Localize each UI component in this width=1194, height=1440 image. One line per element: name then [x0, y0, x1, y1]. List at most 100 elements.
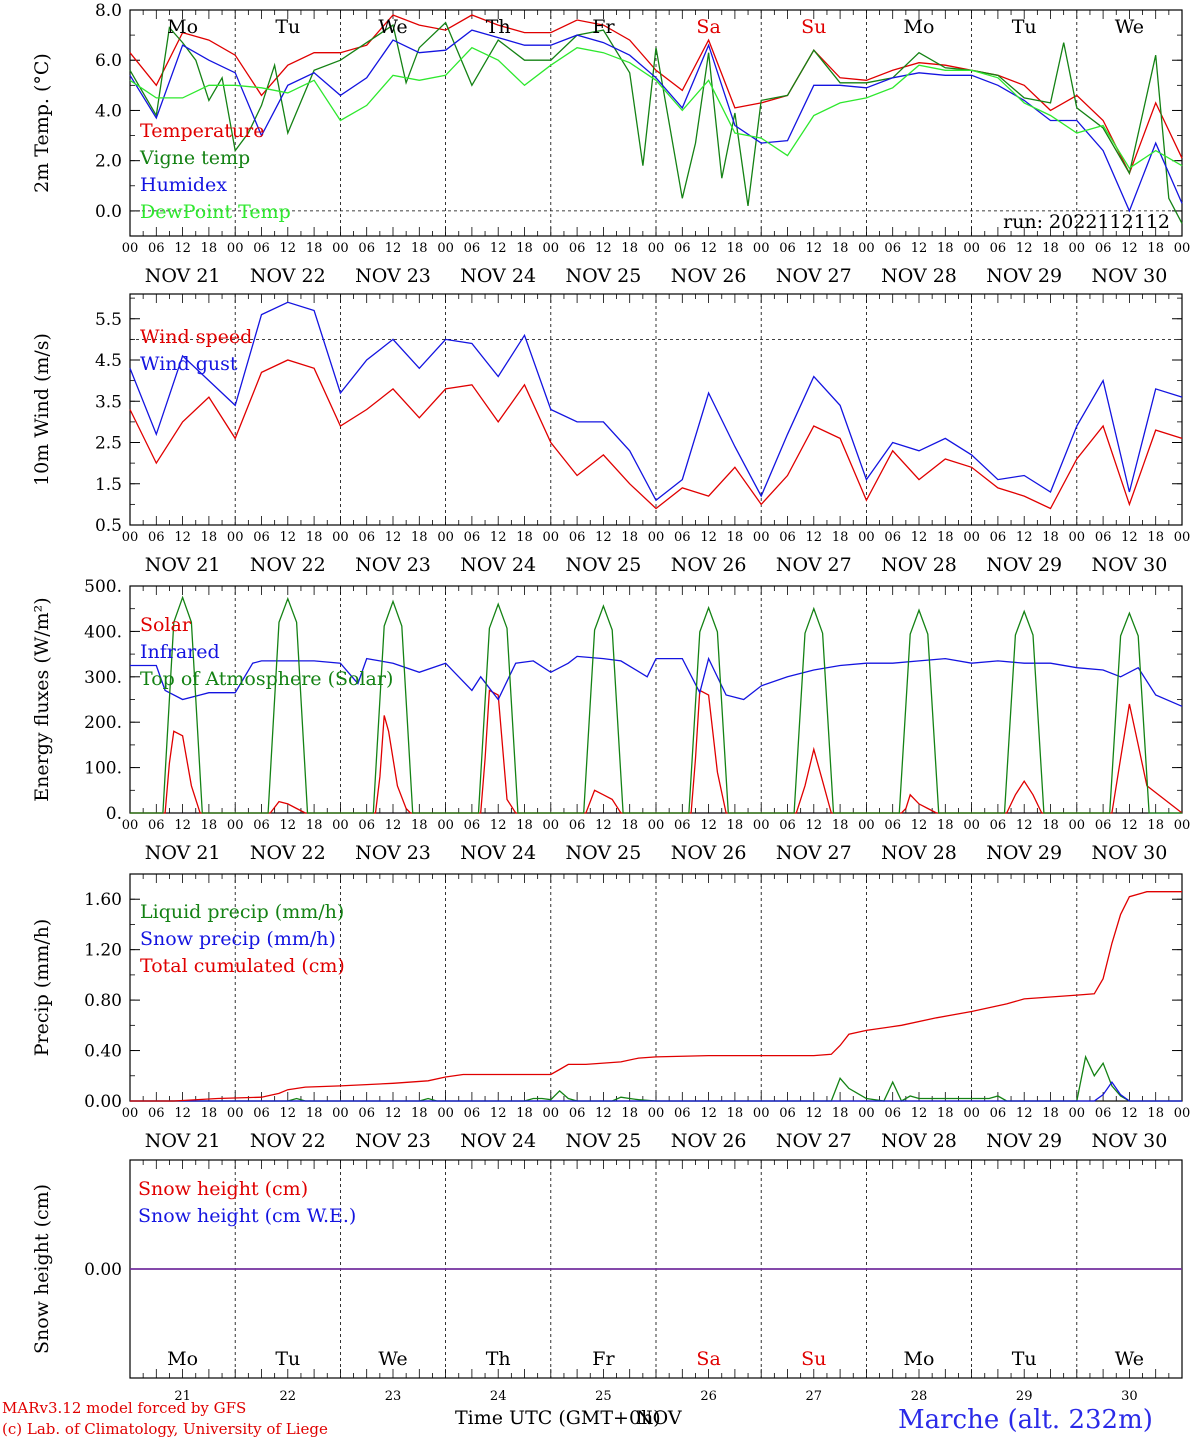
hour-label: 00: [858, 530, 875, 545]
series-line-snow-precip-mm-h-: [130, 1080, 1182, 1102]
series-line-dewpoint-temp: [129, 46, 1183, 170]
hour-label: 00: [122, 530, 139, 545]
y-tick-label: 200.: [84, 713, 122, 733]
day-name: Mo: [167, 1348, 198, 1370]
hour-label: 18: [832, 241, 849, 256]
hour-label: 18: [1042, 241, 1059, 256]
date-label: NOV 25: [565, 554, 641, 576]
hour-label: 12: [174, 818, 191, 833]
day-name: Sa: [696, 16, 720, 38]
panel-1: 8.0 6.0 4.0 2.0 0.0 2m Temp. (°C) Temperature V…: [31, 1, 1190, 287]
hour-label: 18: [621, 241, 638, 256]
date-label: NOV 30: [1091, 265, 1167, 287]
hour-label: 06: [148, 530, 165, 545]
hour-label: 12: [1016, 818, 1033, 833]
hour-label: 06: [464, 241, 481, 256]
y-tick-label: 4.5: [95, 351, 122, 371]
y-tick-label: 4.0: [95, 101, 122, 121]
hour-label: 18: [937, 530, 954, 545]
hour-label: 06: [253, 241, 270, 256]
hour-label: 06: [1095, 1106, 1112, 1121]
day-name: We: [378, 1348, 407, 1370]
date-label: NOV 26: [671, 265, 747, 287]
date-label: NOV 26: [671, 1130, 747, 1152]
hour-label: 00: [543, 818, 560, 833]
date-label: NOV 23: [355, 265, 431, 287]
hour-label: 06: [464, 818, 481, 833]
day-name: We: [1115, 1348, 1144, 1370]
day-name: Th: [486, 16, 511, 38]
y-tick-label: 2.5: [95, 434, 122, 454]
date-label: NOV 26: [671, 842, 747, 864]
hour-label: 00: [543, 530, 560, 545]
hour-label: 18: [201, 818, 218, 833]
hour-label: 12: [280, 818, 297, 833]
hour-label: 18: [201, 530, 218, 545]
y-tick-label: 0.80: [84, 991, 122, 1011]
hour-label: 00: [1069, 241, 1086, 256]
hour-label: 06: [990, 241, 1007, 256]
day-number: 28: [911, 1389, 928, 1404]
run-annotation: run: 2022112112: [1003, 211, 1170, 233]
hour-label: 12: [806, 241, 823, 256]
hour-label: 00: [122, 241, 139, 256]
date-label: NOV 22: [250, 842, 326, 864]
day-number: 24: [490, 1389, 507, 1404]
day-number: 27: [806, 1389, 823, 1404]
station-name: Marche (alt. 232m): [898, 1405, 1153, 1435]
y-axis-label: Precip (mm/h): [31, 919, 53, 1057]
hour-label: 18: [1042, 1106, 1059, 1121]
hour-label: 00: [332, 530, 349, 545]
date-label: NOV 30: [1091, 554, 1167, 576]
date-label: NOV 22: [250, 1130, 326, 1152]
day-name: Su: [801, 1348, 826, 1370]
hour-label: 18: [727, 818, 744, 833]
hour-label: 12: [1121, 530, 1138, 545]
hour-label: 12: [700, 1106, 717, 1121]
y-tick-label: 0.: [106, 804, 122, 824]
hour-label: 06: [569, 818, 586, 833]
date-label: NOV 29: [986, 265, 1062, 287]
hour-label: 12: [490, 1106, 507, 1121]
hour-label: 06: [674, 1106, 691, 1121]
hour-label: 12: [1016, 241, 1033, 256]
hour-label: 06: [990, 1106, 1007, 1121]
hour-label: 00: [753, 1106, 770, 1121]
date-label: NOV 24: [460, 265, 536, 287]
hour-label: 00: [858, 241, 875, 256]
y-tick-label: 1.20: [84, 941, 122, 961]
hour-label: 12: [385, 530, 402, 545]
hour-label: 00: [1069, 1106, 1086, 1121]
day-name: Mo: [167, 16, 198, 38]
hour-label: 12: [490, 818, 507, 833]
hour-label: 00: [648, 530, 665, 545]
hour-label: 18: [727, 530, 744, 545]
hour-label: 12: [911, 1106, 928, 1121]
hour-label: 00: [543, 1106, 560, 1121]
x-axis-title-overlap: NOV: [636, 1407, 682, 1429]
hour-label: 06: [358, 818, 375, 833]
legend-entry: DewPoint Temp: [140, 201, 291, 223]
day-name: Su: [801, 16, 826, 38]
hour-label: 00: [227, 241, 244, 256]
hour-label: 12: [700, 241, 717, 256]
hour-label: 06: [779, 530, 796, 545]
hour-label: 12: [280, 530, 297, 545]
hour-label: 18: [621, 818, 638, 833]
hour-label: 18: [621, 530, 638, 545]
day-name: Mo: [904, 1348, 935, 1370]
y-tick-label: 100.: [84, 759, 122, 779]
x-axis-title: Time UTC (GMT+0h): [455, 1407, 661, 1429]
hour-label: 12: [806, 530, 823, 545]
hour-label: 18: [832, 530, 849, 545]
series-line-infrared: [130, 655, 1183, 707]
y-tick-label: 0.40: [84, 1042, 122, 1062]
hour-label: 00: [963, 818, 980, 833]
hour-label: 12: [595, 241, 612, 256]
y-tick-label: 2.0: [95, 152, 122, 172]
legend-entry: Liquid precip (mm/h): [140, 901, 344, 923]
date-label: NOV 29: [986, 842, 1062, 864]
series-line-wind-speed: [129, 359, 1183, 510]
hour-label: 06: [779, 1106, 796, 1121]
hour-label: 12: [806, 1106, 823, 1121]
